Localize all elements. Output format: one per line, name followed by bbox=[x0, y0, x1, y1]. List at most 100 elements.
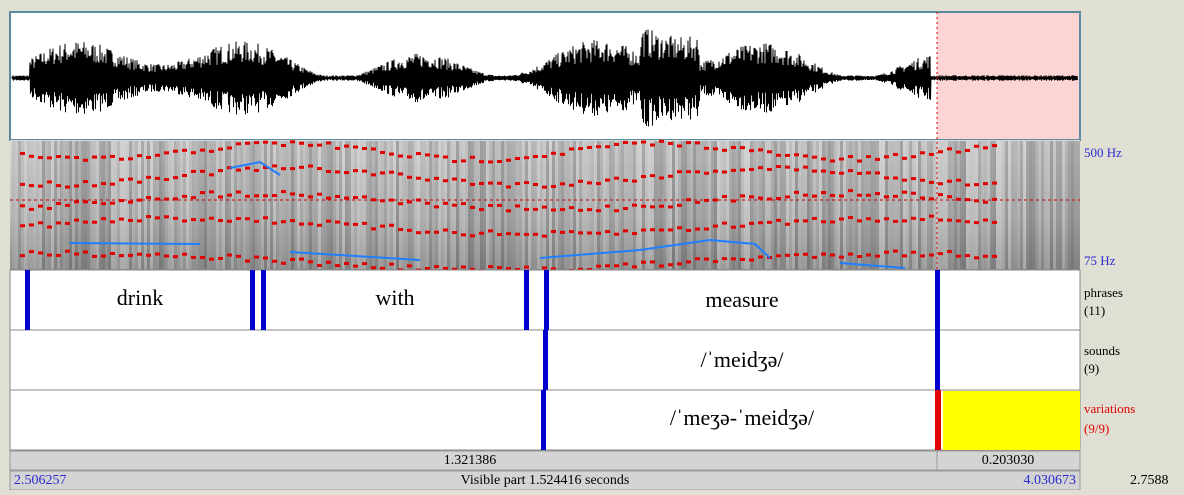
formant-dot bbox=[686, 229, 691, 232]
spectrogram-column bbox=[147, 141, 150, 269]
boundary[interactable] bbox=[935, 390, 941, 450]
formant-dot bbox=[794, 153, 799, 156]
spectrogram-column bbox=[534, 141, 537, 269]
interval-text[interactable]: drink bbox=[117, 285, 163, 310]
formant-dot bbox=[353, 196, 358, 199]
formant-dot bbox=[317, 224, 322, 227]
spectrogram-column bbox=[288, 141, 291, 269]
formant-dot bbox=[857, 160, 862, 163]
interval-text[interactable]: measure bbox=[705, 287, 778, 312]
formant-dot bbox=[884, 217, 889, 220]
tier-name[interactable]: variations bbox=[1084, 401, 1135, 416]
formant-dot bbox=[47, 226, 52, 229]
spectrogram-column bbox=[561, 141, 564, 269]
formant-dot bbox=[830, 220, 835, 223]
selected-interval[interactable] bbox=[943, 391, 1080, 450]
formant-dot bbox=[623, 141, 628, 144]
spectrogram-column bbox=[1017, 141, 1020, 269]
spectrogram-column bbox=[993, 141, 996, 269]
spectrogram-column bbox=[48, 141, 51, 269]
formant-dot bbox=[866, 155, 871, 158]
spectrogram-column bbox=[72, 141, 75, 269]
formant-dot bbox=[344, 197, 349, 200]
spectrogram-column bbox=[420, 141, 423, 269]
boundary[interactable] bbox=[261, 270, 266, 330]
formant-dot bbox=[911, 192, 916, 195]
formant-dot bbox=[506, 185, 511, 188]
formant-dot bbox=[623, 262, 628, 265]
formant-dot bbox=[254, 256, 259, 259]
spectrogram-column bbox=[1065, 141, 1068, 269]
formant-dot bbox=[173, 217, 178, 220]
formant-dot bbox=[731, 226, 736, 229]
formant-dot bbox=[317, 144, 322, 147]
spectrogram-column bbox=[315, 141, 318, 269]
spectrogram-column bbox=[594, 141, 597, 269]
boundary[interactable] bbox=[543, 330, 548, 390]
formant-dot bbox=[227, 220, 232, 223]
boundary[interactable] bbox=[544, 270, 549, 330]
formant-dot bbox=[344, 222, 349, 225]
spectrogram-column bbox=[312, 141, 315, 269]
spectrogram-column bbox=[525, 141, 528, 269]
boundary[interactable] bbox=[524, 270, 529, 330]
formant-dot bbox=[893, 195, 898, 198]
formant-dot bbox=[110, 202, 115, 205]
formant-dot bbox=[200, 149, 205, 152]
spectrogram-column bbox=[348, 141, 351, 269]
interval-text[interactable]: /ˈmeidʒə/ bbox=[700, 347, 784, 372]
formant-dot bbox=[191, 170, 196, 173]
tier-name[interactable]: sounds bbox=[1084, 343, 1120, 358]
formant-dot bbox=[488, 160, 493, 163]
formant-dot bbox=[461, 179, 466, 182]
formant-dot bbox=[317, 264, 322, 267]
formant-dot bbox=[839, 218, 844, 221]
interval-text[interactable]: with bbox=[375, 285, 414, 310]
formant-dot bbox=[974, 256, 979, 259]
formant-dot bbox=[92, 184, 97, 187]
boundary[interactable] bbox=[25, 270, 30, 330]
boundary[interactable] bbox=[541, 390, 546, 450]
formant-dot bbox=[875, 255, 880, 258]
formant-dot bbox=[434, 231, 439, 234]
spectrogram-column bbox=[936, 141, 939, 269]
boundary[interactable] bbox=[250, 270, 255, 330]
formant-dot bbox=[353, 169, 358, 172]
formant-dot bbox=[731, 257, 736, 260]
spectrogram-column bbox=[783, 141, 786, 269]
formant-dot bbox=[452, 204, 457, 207]
spectrogram-column bbox=[225, 141, 228, 269]
spectrogram-column bbox=[558, 141, 561, 269]
formant-dot bbox=[371, 173, 376, 176]
interval-text[interactable]: /ˈmeʒə-ˈmeidʒə/ bbox=[670, 405, 815, 430]
formant-dot bbox=[866, 171, 871, 174]
tier-name[interactable]: phrases bbox=[1084, 285, 1123, 300]
spectrogram-column bbox=[735, 141, 738, 269]
formant-dot bbox=[902, 191, 907, 194]
formant-dot bbox=[956, 151, 961, 154]
formant-dot bbox=[812, 195, 817, 198]
formant-dot bbox=[488, 204, 493, 207]
spectrogram-column bbox=[1008, 141, 1011, 269]
formant-dot bbox=[812, 170, 817, 173]
spectrogram-column bbox=[432, 141, 435, 269]
spectrogram-column bbox=[771, 141, 774, 269]
spectrogram-column bbox=[1074, 141, 1077, 269]
formant-dot bbox=[335, 147, 340, 150]
spectrogram-column bbox=[231, 141, 234, 269]
formant-dot bbox=[443, 179, 448, 182]
formant-dot bbox=[380, 151, 385, 154]
formant-dot bbox=[245, 260, 250, 263]
formant-dot bbox=[173, 150, 178, 153]
formant-dot bbox=[443, 229, 448, 232]
spectrogram-column bbox=[570, 141, 573, 269]
boundary[interactable] bbox=[935, 270, 940, 330]
spectrogram-column bbox=[801, 141, 804, 269]
formant-dot bbox=[353, 223, 358, 226]
spectrogram-column bbox=[279, 141, 282, 269]
formant-dot bbox=[299, 258, 304, 261]
formant-dot bbox=[83, 200, 88, 203]
formant-dot bbox=[200, 191, 205, 194]
formant-dot bbox=[416, 177, 421, 180]
boundary[interactable] bbox=[935, 330, 940, 390]
